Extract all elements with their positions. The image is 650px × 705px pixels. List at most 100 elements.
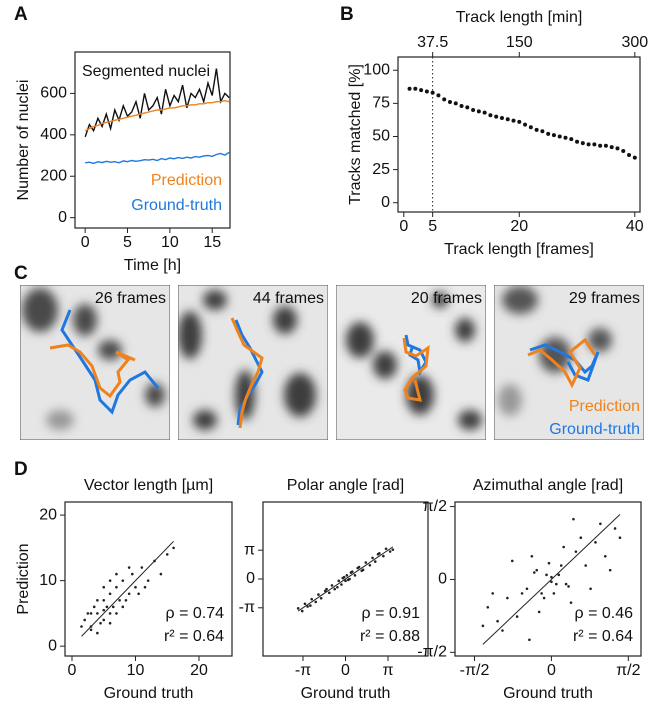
x-tick-label: 15 (203, 234, 221, 251)
point (160, 573, 163, 576)
plot-title: Polar angle [rad] (287, 477, 404, 494)
point (575, 140, 579, 144)
point (144, 586, 147, 589)
point (558, 134, 562, 138)
point (483, 111, 487, 115)
point (362, 569, 365, 572)
annotation: r² = 0.88 (360, 628, 420, 645)
point (555, 583, 558, 586)
y-tick-label: 0 (381, 194, 390, 211)
point (570, 601, 573, 604)
point (610, 145, 614, 149)
point (336, 586, 339, 589)
point (389, 550, 392, 553)
x-tick-label: π/2 (616, 662, 640, 679)
x-tick-label: π (382, 662, 393, 679)
x2-tick-label: 37.5 (417, 34, 448, 51)
point (121, 606, 124, 609)
point (511, 560, 514, 563)
point (392, 548, 395, 551)
panel-label: D (14, 459, 28, 480)
y-tick-label: 25 (372, 161, 390, 178)
point (328, 591, 331, 594)
point (477, 109, 481, 113)
point (528, 638, 531, 641)
point (587, 142, 591, 146)
point (109, 622, 112, 625)
point (320, 597, 323, 600)
point (309, 604, 312, 607)
y-tick-label: -π (239, 599, 255, 616)
x-tick-label: 5 (428, 218, 437, 235)
y-tick-label: 600 (40, 85, 67, 102)
y-tick-label: -π/2 (417, 644, 447, 661)
point (550, 576, 553, 579)
point (301, 610, 304, 613)
point (87, 612, 90, 615)
point (90, 628, 93, 631)
plot-frame (398, 57, 640, 212)
point (521, 592, 524, 595)
point (83, 619, 86, 622)
point (166, 553, 169, 556)
y-tick-label: 0 (48, 637, 57, 654)
point (325, 588, 328, 591)
y-tick-label: 0 (246, 570, 255, 587)
point (102, 609, 105, 612)
point (90, 625, 93, 628)
point (102, 586, 105, 589)
point (627, 153, 631, 157)
point (471, 108, 475, 112)
x-tick-label: 0 (547, 662, 556, 679)
x-axis-label: Ground truth (104, 685, 194, 702)
point (448, 100, 452, 104)
identity-line (298, 547, 393, 611)
legend-label: Segmented nuclei (82, 63, 210, 80)
plot-title: Azimuthal angle [rad] (473, 477, 623, 494)
point (604, 144, 608, 148)
x-axis-label: Ground truth (301, 685, 391, 702)
point (115, 586, 118, 589)
panel-label: A (14, 4, 28, 25)
y-tick-label: 10 (39, 572, 57, 589)
point (589, 587, 592, 590)
y-axis-label: Tracks matched [%] (347, 64, 364, 205)
point (494, 115, 498, 119)
point (297, 607, 300, 610)
legend-label: Ground-truth (131, 197, 222, 214)
x-tick-label: -π (295, 662, 311, 679)
annotation: ρ = 0.46 (575, 605, 634, 622)
legend-label: Ground-truth (549, 421, 640, 438)
x2-axis-label: Track length [min] (456, 9, 583, 26)
y-tick-label: π (244, 541, 255, 558)
panel-label: B (340, 4, 354, 25)
point (317, 593, 320, 596)
x-tick-label: 20 (190, 662, 208, 679)
point (584, 564, 587, 567)
point (491, 592, 494, 595)
image-tile: 44 frames (178, 285, 328, 440)
y-tick-label: π/2 (423, 498, 447, 515)
point (579, 536, 582, 539)
plot: D Vector length [µm] Ground truth Predictio… (14, 459, 232, 702)
point (99, 622, 102, 625)
point (531, 555, 534, 558)
point (112, 606, 115, 609)
point (337, 580, 340, 583)
plot-title: Vector length [µm] (84, 477, 213, 494)
point (96, 599, 99, 602)
y-axis-label: Prediction (15, 543, 32, 614)
point (377, 553, 380, 556)
y-tick-label: 50 (372, 128, 390, 145)
point (96, 612, 99, 615)
point (545, 574, 548, 577)
x-tick-label: 0 (81, 234, 90, 251)
point (540, 129, 544, 133)
x2-tick-label: 300 (621, 34, 648, 51)
point (80, 625, 83, 628)
point (109, 579, 112, 582)
point (128, 592, 131, 595)
point (575, 550, 578, 553)
legend-label: Prediction (151, 172, 222, 189)
